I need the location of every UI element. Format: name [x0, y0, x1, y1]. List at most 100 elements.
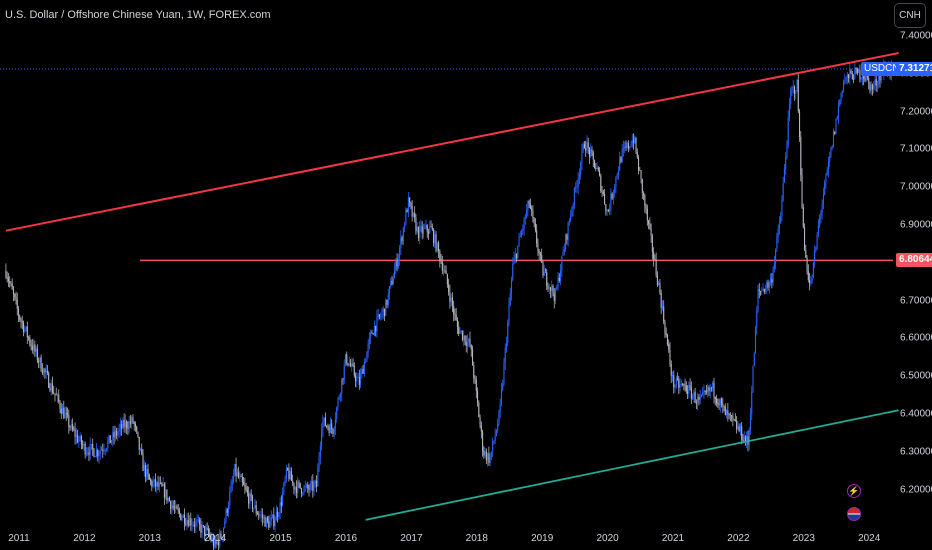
candle — [244, 477, 246, 494]
candle — [148, 473, 150, 480]
candle-body — [274, 520, 276, 527]
candle — [89, 437, 91, 461]
candle-body — [282, 492, 284, 506]
currency-button[interactable]: CNH — [894, 3, 926, 28]
candle — [185, 518, 187, 527]
candle — [147, 463, 149, 480]
candle — [609, 203, 611, 216]
candle — [617, 166, 619, 180]
candle-body — [124, 421, 126, 428]
candle-body — [837, 106, 840, 117]
candle — [95, 442, 98, 458]
candle — [50, 379, 52, 396]
candle-body — [168, 497, 170, 502]
candle-body — [558, 277, 560, 281]
candle — [34, 340, 36, 357]
candle — [695, 399, 697, 410]
candle — [743, 430, 745, 442]
candle — [690, 381, 692, 404]
candle — [402, 226, 404, 246]
candle — [646, 204, 648, 226]
candle-body — [399, 248, 401, 259]
candle-body — [351, 363, 353, 367]
candle — [250, 489, 252, 502]
candle — [492, 437, 494, 457]
candle — [297, 476, 299, 499]
candle-body — [348, 363, 350, 366]
candle-body — [70, 424, 72, 428]
candle — [316, 475, 318, 493]
candle-body — [244, 485, 246, 488]
candle — [453, 300, 455, 322]
candle-body — [53, 392, 55, 394]
candle-body — [809, 280, 811, 284]
candle — [266, 515, 269, 524]
candle-body — [797, 79, 799, 112]
candle-body — [785, 157, 787, 169]
candle-body — [693, 392, 695, 396]
candle-body — [508, 305, 510, 322]
candle-body — [849, 70, 851, 79]
candle-body — [152, 482, 154, 487]
candle — [224, 517, 226, 529]
candle — [127, 421, 129, 435]
candle — [305, 483, 308, 489]
candle — [65, 406, 67, 421]
candle-body — [468, 339, 470, 342]
candle — [601, 186, 603, 198]
candle — [831, 144, 833, 151]
candle — [744, 435, 746, 446]
candle — [6, 271, 8, 283]
candle-body — [859, 69, 861, 80]
candle-body — [109, 435, 111, 444]
candle-body — [391, 280, 393, 285]
candle-body — [441, 261, 443, 271]
time-tick-label: 2021 — [661, 533, 685, 544]
candle-body — [254, 505, 256, 508]
candle — [227, 500, 230, 518]
us-flag-icon[interactable] — [847, 507, 861, 521]
candle-body — [599, 170, 601, 176]
candle-body — [156, 482, 158, 487]
candle-body — [431, 226, 433, 230]
candle — [775, 248, 777, 270]
candle-body — [636, 152, 638, 158]
flash-icon[interactable]: ⚡ — [847, 484, 861, 498]
candle — [651, 233, 653, 260]
candle — [572, 202, 574, 217]
candle-body — [163, 484, 165, 498]
candle — [84, 441, 86, 459]
candle — [180, 513, 182, 521]
candle-body — [612, 192, 614, 199]
candle-body — [611, 193, 613, 199]
candle — [195, 517, 197, 533]
candle — [499, 398, 501, 419]
candle — [314, 479, 316, 488]
candle-body — [866, 75, 868, 78]
candle-body — [591, 149, 593, 153]
candle — [412, 212, 414, 218]
candle — [36, 344, 38, 364]
candle — [827, 156, 830, 178]
candle-body — [780, 216, 782, 224]
candle — [817, 219, 819, 238]
candle — [152, 476, 154, 489]
candle-body — [625, 146, 627, 148]
candle-body — [367, 343, 369, 352]
candle-body — [519, 235, 521, 237]
candle — [705, 384, 708, 395]
candle — [788, 98, 791, 122]
candle — [332, 428, 334, 437]
candle-body — [687, 391, 689, 394]
candle-body — [748, 430, 750, 445]
candle — [133, 420, 135, 431]
candle — [498, 409, 500, 427]
candle — [581, 143, 583, 171]
candle — [168, 496, 170, 502]
candle-body — [177, 508, 179, 511]
candle-body — [578, 173, 580, 179]
candle — [771, 272, 773, 289]
candle — [485, 448, 487, 465]
candle — [450, 293, 452, 307]
